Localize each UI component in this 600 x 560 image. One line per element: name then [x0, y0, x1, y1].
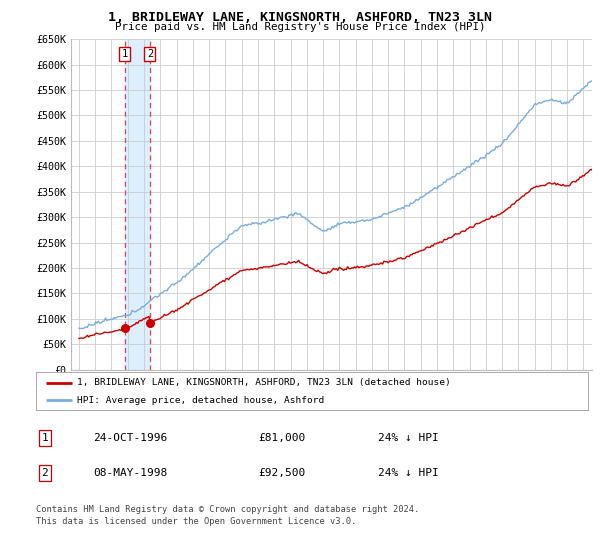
Text: 24% ↓ HPI: 24% ↓ HPI [378, 468, 439, 478]
Text: 1: 1 [41, 433, 49, 443]
Text: 1, BRIDLEWAY LANE, KINGSNORTH, ASHFORD, TN23 3LN (detached house): 1, BRIDLEWAY LANE, KINGSNORTH, ASHFORD, … [77, 378, 451, 387]
Text: Contains HM Land Registry data © Crown copyright and database right 2024.
This d: Contains HM Land Registry data © Crown c… [36, 505, 419, 526]
Text: 1, BRIDLEWAY LANE, KINGSNORTH, ASHFORD, TN23 3LN: 1, BRIDLEWAY LANE, KINGSNORTH, ASHFORD, … [108, 11, 492, 24]
Text: £81,000: £81,000 [258, 433, 305, 443]
Text: £92,500: £92,500 [258, 468, 305, 478]
Text: 08-MAY-1998: 08-MAY-1998 [93, 468, 167, 478]
Text: 1: 1 [122, 49, 128, 59]
Bar [125, 39, 150, 370]
Text: 24-OCT-1996: 24-OCT-1996 [93, 433, 167, 443]
Text: 2: 2 [41, 468, 49, 478]
Text: 24% ↓ HPI: 24% ↓ HPI [378, 433, 439, 443]
Text: Price paid vs. HM Land Registry's House Price Index (HPI): Price paid vs. HM Land Registry's House … [115, 22, 485, 32]
Text: 2: 2 [147, 49, 153, 59]
Text: HPI: Average price, detached house, Ashford: HPI: Average price, detached house, Ashf… [77, 396, 325, 405]
